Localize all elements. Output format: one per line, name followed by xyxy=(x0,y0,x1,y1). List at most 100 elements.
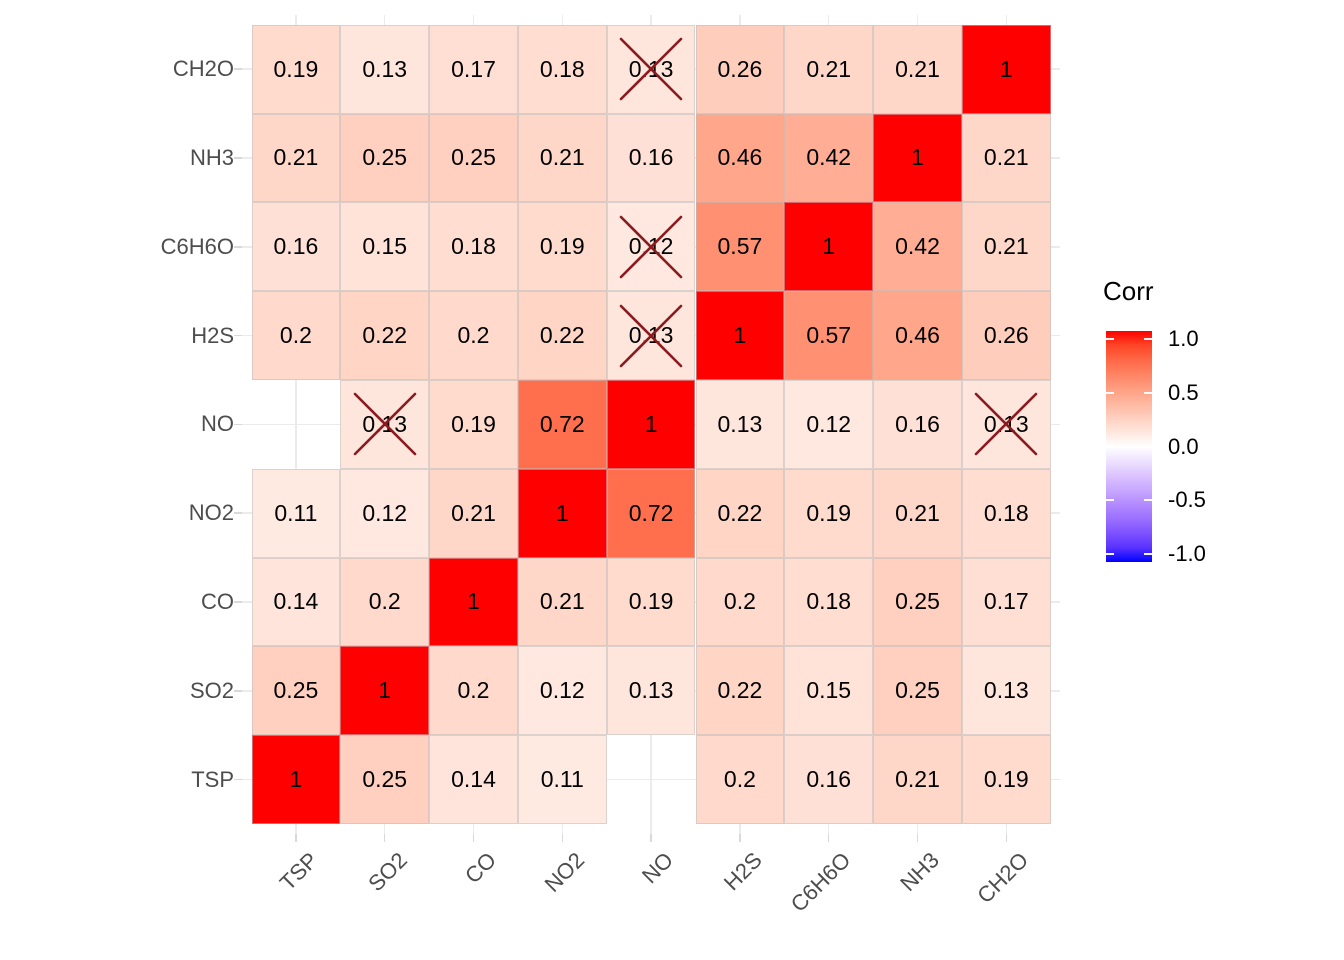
heatmap-cell: 1 xyxy=(251,735,341,824)
y-axis-label: TSP xyxy=(191,766,234,792)
heatmap-cell: 0.21 xyxy=(961,202,1051,292)
heatmap-cell: 0.21 xyxy=(873,468,962,558)
heatmap-cell: 0.21 xyxy=(873,24,962,114)
legend-tick-label: -1.0 xyxy=(1168,541,1206,566)
legend-tick-label: 0.0 xyxy=(1168,433,1199,459)
heatmap-cell: 0.12 xyxy=(784,380,874,469)
y-axis-label: SO2 xyxy=(189,677,234,703)
cell-value: 0.25 xyxy=(895,588,940,615)
cell-value: 1 xyxy=(733,322,747,349)
cell-value: 0.25 xyxy=(895,677,940,704)
heatmap-cell: 0.19 xyxy=(517,202,607,292)
cell-value: 0.16 xyxy=(628,144,674,171)
heatmap-cell: 0.18 xyxy=(784,557,874,647)
cell-value: 0.2 xyxy=(723,588,756,615)
heatmap-cell: 0.13 xyxy=(961,380,1051,469)
cell-value: 0.18 xyxy=(539,55,585,82)
heatmap-cell: 0.21 xyxy=(784,24,874,114)
x-axis-label: NH3 xyxy=(895,847,945,897)
heatmap-cell: 0.25 xyxy=(340,735,430,824)
heatmap-cell: 0.21 xyxy=(517,113,607,203)
cell-value: 0.25 xyxy=(362,766,408,793)
heatmap-cell: 0.72 xyxy=(517,380,607,469)
cell-value: 0.13 xyxy=(628,677,674,704)
x-axis-label: NO2 xyxy=(539,847,590,897)
cell-value: 0.22 xyxy=(539,322,585,349)
heatmap-cell: 0.19 xyxy=(606,557,696,647)
cell-value: 1 xyxy=(378,677,392,704)
cell-value: 0.13 xyxy=(362,55,408,82)
x-axis-tick xyxy=(650,834,652,842)
heatmap-cell: 0.21 xyxy=(873,735,962,824)
cell-value: 0.26 xyxy=(717,55,763,82)
heatmap-cell: 1 xyxy=(606,380,696,469)
y-axis-label: H2S xyxy=(191,322,234,348)
cell-value: 1 xyxy=(467,588,480,615)
cell-value: 0.19 xyxy=(273,55,319,82)
heatmap-cell: 0.21 xyxy=(961,113,1051,203)
heatmap-cell: 1 xyxy=(340,646,430,736)
y-axis-tick xyxy=(234,512,242,514)
panel-gridline-horizontal xyxy=(242,778,1060,781)
cell-value: 0.19 xyxy=(628,588,674,615)
cell-value: 0.12 xyxy=(806,410,852,437)
cell-value: 0.16 xyxy=(895,410,940,437)
cell-value: 0.72 xyxy=(539,410,585,437)
cell-value: 0.25 xyxy=(273,677,319,704)
cell-value: 0.2 xyxy=(457,677,490,704)
heatmap-cell: 0.21 xyxy=(429,468,518,558)
heatmap-cell: 0.13 xyxy=(340,380,430,469)
heatmap-cell: 0.16 xyxy=(784,735,874,824)
x-axis-tick xyxy=(561,834,564,842)
y-axis-tick xyxy=(234,601,242,603)
heatmap-cell: 0.19 xyxy=(961,735,1051,824)
heatmap-cell: 0.57 xyxy=(695,202,785,292)
heatmap-cell: 0.12 xyxy=(517,646,607,736)
cell-value: 0.21 xyxy=(983,233,1029,260)
cell-value: 1 xyxy=(555,499,569,526)
heatmap-cell: 0.12 xyxy=(340,468,430,558)
heatmap-cell: 0.15 xyxy=(340,202,430,292)
y-axis-tick xyxy=(234,423,242,426)
heatmap-cell: 0.42 xyxy=(873,202,962,292)
heatmap-cell: 0.26 xyxy=(695,24,785,114)
heatmap-cell: 0.2 xyxy=(251,291,341,380)
cell-value: 0.18 xyxy=(983,499,1029,526)
cell-value: 0.21 xyxy=(539,144,585,171)
legend-colorbar xyxy=(1106,331,1152,562)
x-axis-tick xyxy=(295,834,297,842)
cell-value: 0.2 xyxy=(368,588,401,615)
cell-value: 0.42 xyxy=(806,144,852,171)
heatmap-cell: 0.19 xyxy=(429,380,518,469)
heatmap-cell: 0.42 xyxy=(784,113,874,203)
legend-tick-label: 0.5 xyxy=(1168,379,1199,405)
legend-tick-label: 1.0 xyxy=(1168,326,1199,351)
legend-tick-mark xyxy=(1106,338,1114,340)
heatmap-cell: 0.25 xyxy=(873,557,962,647)
x-axis-tick xyxy=(827,834,830,842)
heatmap-cell: 0.22 xyxy=(695,646,785,736)
significance-cross-icon xyxy=(353,393,416,456)
heatmap-cell: 0.18 xyxy=(961,468,1051,558)
heatmap-cell: 0.22 xyxy=(340,291,430,380)
cell-value: 0.57 xyxy=(717,233,763,260)
cell-value: 0.25 xyxy=(362,144,408,171)
cell-value: 0.2 xyxy=(279,322,312,349)
heatmap-cell: 0.2 xyxy=(429,291,518,380)
heatmap-cell: 0.25 xyxy=(873,646,962,736)
heatmap-cell: 0.72 xyxy=(606,468,696,558)
x-axis-tick xyxy=(916,834,919,842)
cell-value: 0.17 xyxy=(451,55,496,82)
cell-value: 0.13 xyxy=(983,677,1029,704)
cell-value: 0.16 xyxy=(273,233,319,260)
y-axis-tick xyxy=(234,690,242,692)
cell-value: 0.19 xyxy=(539,233,585,260)
cell-value: 0.18 xyxy=(806,588,852,615)
y-axis-label: NH3 xyxy=(189,145,234,170)
significance-cross-icon xyxy=(619,215,683,279)
x-axis-label: TSP xyxy=(274,847,323,896)
heatmap-cell: 0.16 xyxy=(251,202,341,292)
cell-value: 0.2 xyxy=(723,766,756,793)
cell-value: 0.21 xyxy=(983,144,1029,171)
heatmap-cell: 0.18 xyxy=(429,202,518,292)
